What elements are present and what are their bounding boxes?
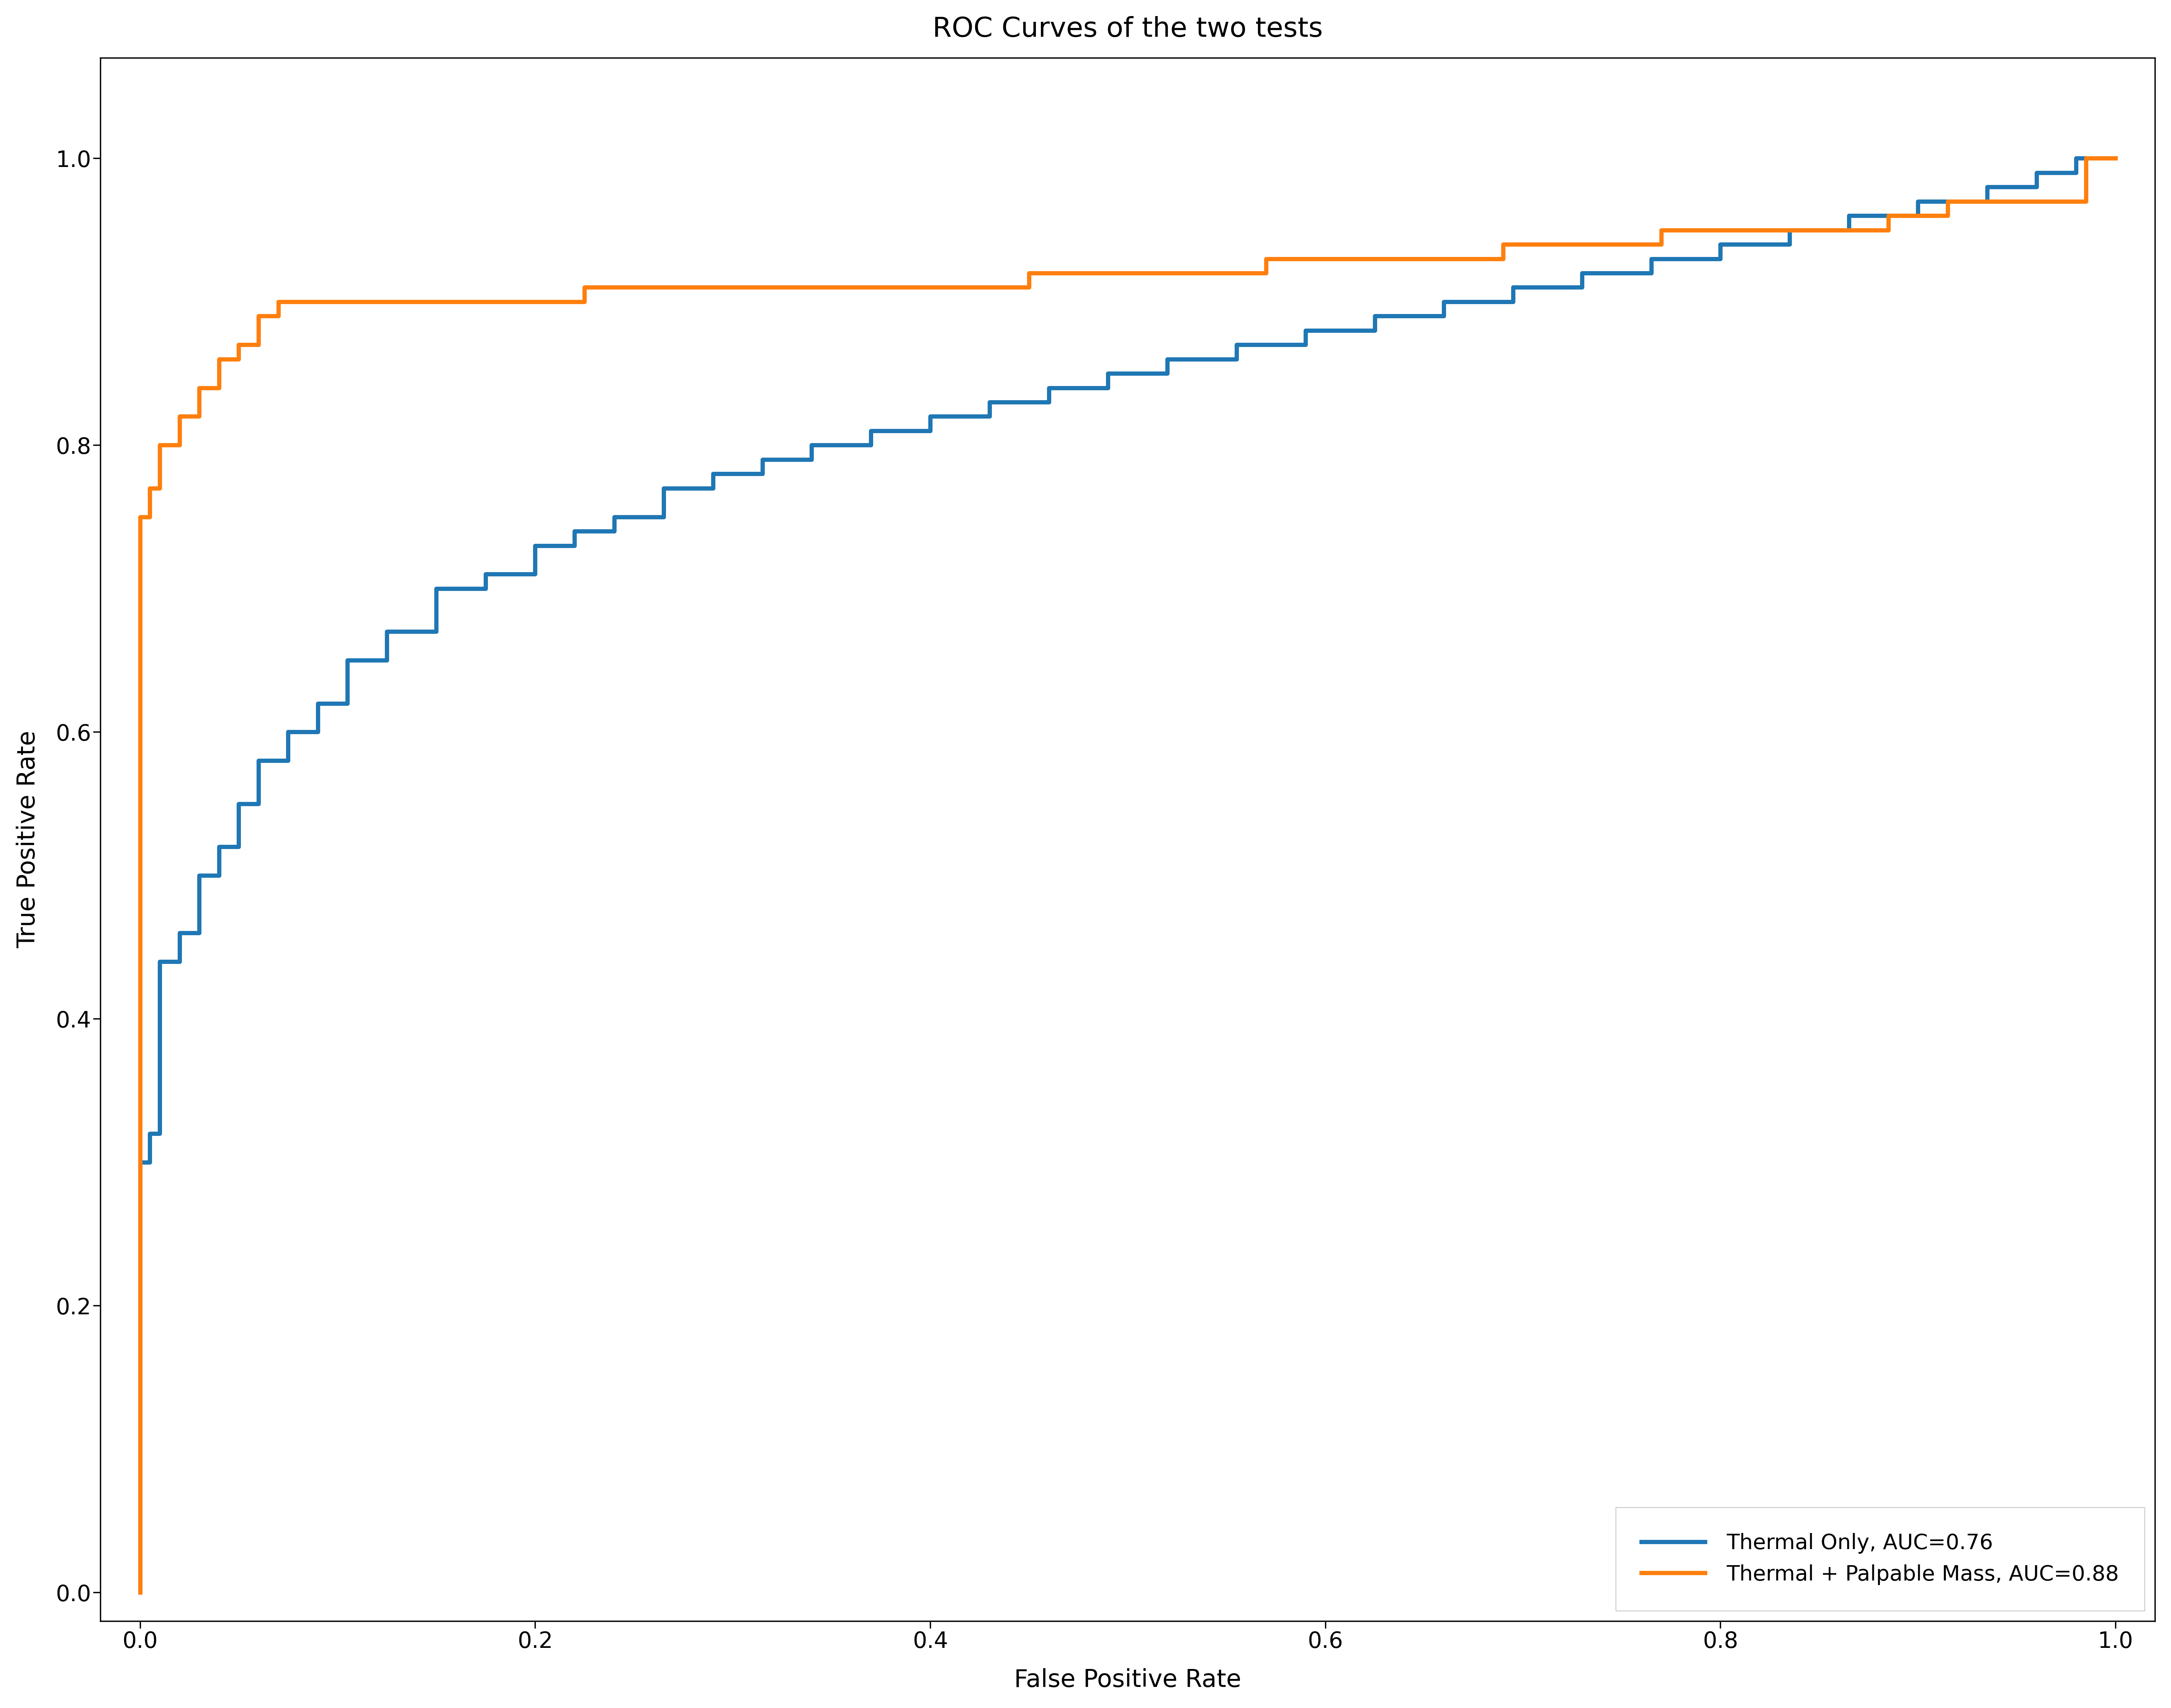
X-axis label: False Positive Rate: False Positive Rate	[1014, 1669, 1242, 1693]
Thermal + Palpable Mass, AUC=0.88	[2073, 149, 2099, 169]
Thermal + Palpable Mass, AUC=0.88	[2102, 149, 2128, 169]
Thermal + Palpable Mass, AUC=0.88	[323, 292, 350, 313]
Thermal Only, AUC=0.76	[167, 922, 193, 943]
Thermal Only, AUC=0.76	[126, 1382, 152, 1402]
Thermal Only, AUC=0.76	[1776, 234, 1802, 254]
Line: Thermal Only, AUC=0.76: Thermal Only, AUC=0.76	[139, 159, 2115, 1592]
Thermal Only, AUC=0.76	[137, 1151, 163, 1172]
Thermal + Palpable Mass, AUC=0.88	[323, 292, 350, 313]
Thermal Only, AUC=0.76	[1500, 277, 1526, 297]
Thermal + Palpable Mass, AUC=0.88	[1570, 234, 1596, 254]
Line: Thermal + Palpable Mass, AUC=0.88: Thermal + Palpable Mass, AUC=0.88	[139, 159, 2115, 1592]
Thermal + Palpable Mass, AUC=0.88	[126, 1582, 152, 1602]
Thermal Only, AUC=0.76	[2102, 149, 2128, 169]
Legend: Thermal Only, AUC=0.76, Thermal + Palpable Mass, AUC=0.88: Thermal Only, AUC=0.76, Thermal + Palpab…	[1615, 1508, 2145, 1611]
Thermal Only, AUC=0.76	[749, 449, 775, 470]
Title: ROC Curves of the two tests: ROC Curves of the two tests	[934, 15, 1322, 43]
Y-axis label: True Positive Rate: True Positive Rate	[15, 731, 39, 948]
Thermal + Palpable Mass, AUC=0.88	[1648, 220, 1674, 241]
Thermal + Palpable Mass, AUC=0.88	[680, 277, 706, 297]
Thermal Only, AUC=0.76	[2062, 149, 2089, 169]
Thermal Only, AUC=0.76	[126, 1582, 152, 1602]
Thermal + Palpable Mass, AUC=0.88	[265, 292, 291, 313]
